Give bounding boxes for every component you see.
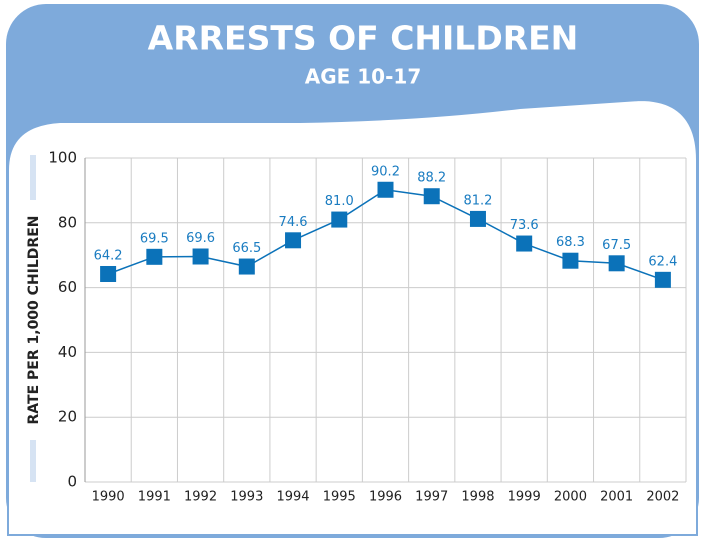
y-tick-label: 60 <box>58 278 77 296</box>
y-tick-label: 40 <box>58 343 77 361</box>
value-label: 64.2 <box>94 248 123 263</box>
marker <box>516 235 533 252</box>
x-tick-label: 1993 <box>230 490 263 505</box>
value-label: 81.2 <box>463 193 492 208</box>
value-label: 66.5 <box>232 241 261 256</box>
marker <box>562 252 579 269</box>
x-tick-label: 1994 <box>276 490 309 505</box>
x-tick-label: 1999 <box>508 490 541 505</box>
value-label: 90.2 <box>371 164 400 179</box>
x-tick-label: 1998 <box>461 490 494 505</box>
x-tick-label: 1997 <box>415 490 448 505</box>
label-decoration <box>30 440 36 482</box>
marker <box>469 210 486 227</box>
x-tick-label: 2000 <box>554 490 587 505</box>
y-tick-label: 100 <box>48 149 77 167</box>
y-tick-label: 0 <box>67 473 77 491</box>
chart-subtitle: AGE 10-17 <box>305 65 421 89</box>
y-tick-label: 80 <box>58 213 77 231</box>
chart-title: ARRESTS OF CHILDREN <box>148 19 579 58</box>
value-label: 73.6 <box>510 218 539 233</box>
x-tick-label: 1991 <box>138 490 171 505</box>
marker <box>654 271 671 288</box>
value-label: 62.4 <box>648 254 677 269</box>
x-tick-label: 1995 <box>323 490 356 505</box>
value-label: 74.6 <box>279 215 308 230</box>
panel <box>7 98 698 536</box>
y-axis-label: RATE PER 1,000 CHILDREN <box>26 216 42 425</box>
x-tick-label: 1992 <box>184 490 217 505</box>
x-tick-label: 2002 <box>646 490 679 505</box>
marker <box>100 265 117 282</box>
value-label: 68.3 <box>556 235 585 250</box>
value-label: 67.5 <box>602 238 631 253</box>
marker <box>192 248 209 265</box>
marker <box>331 211 348 228</box>
x-tick-label: 1990 <box>92 490 125 505</box>
x-tick-label: 2001 <box>600 490 633 505</box>
marker <box>238 258 255 275</box>
value-label: 81.0 <box>325 194 354 209</box>
value-label: 88.2 <box>417 171 446 186</box>
label-decoration <box>30 155 36 200</box>
y-tick-label: 20 <box>58 408 77 426</box>
marker <box>377 181 394 198</box>
marker <box>423 188 440 205</box>
marker <box>608 255 625 272</box>
value-label: 69.5 <box>140 231 169 246</box>
marker <box>285 232 302 249</box>
value-label: 69.6 <box>186 231 215 246</box>
x-tick-label: 1996 <box>369 490 402 505</box>
marker <box>146 248 163 265</box>
